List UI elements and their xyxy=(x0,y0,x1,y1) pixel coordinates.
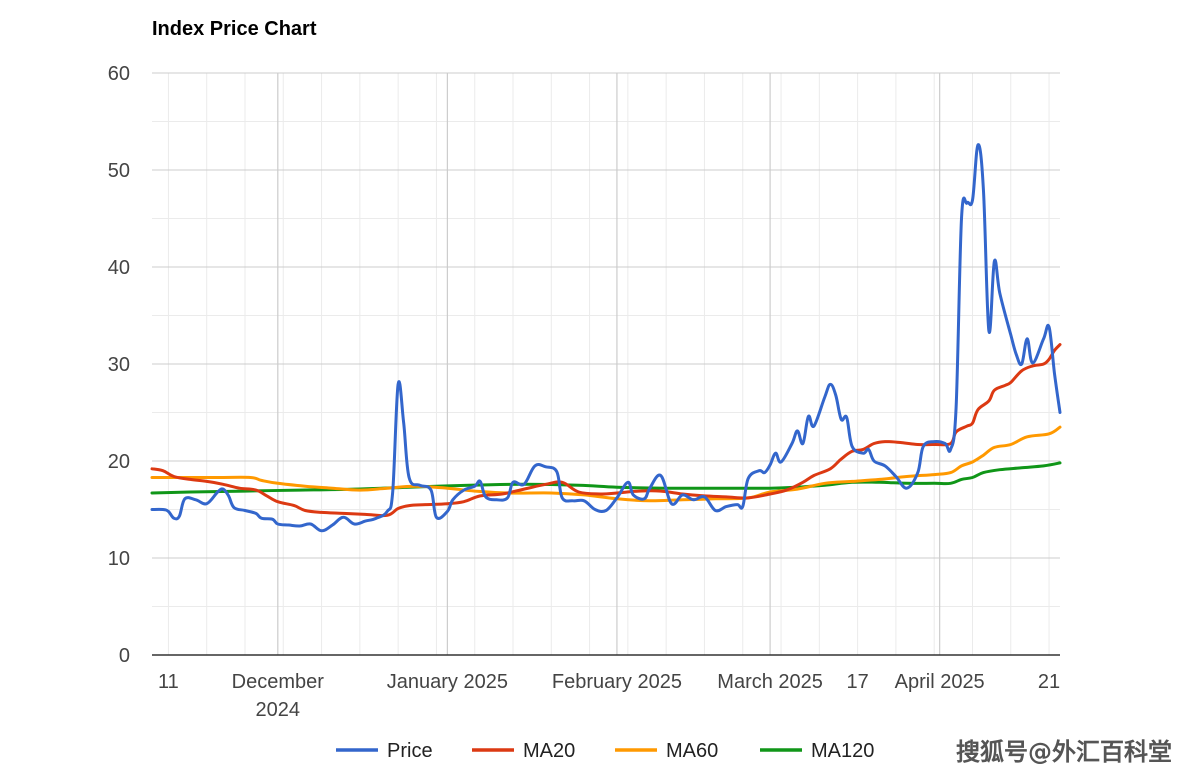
legend-item-ma120: MA120 xyxy=(760,740,874,762)
chart-title: Index Price Chart xyxy=(152,18,317,40)
x-tick-label: January 2025 xyxy=(387,671,508,693)
watermark-text: 搜狐号@外汇百科堂 xyxy=(956,738,1172,766)
legend-item-price: Price xyxy=(336,740,433,762)
series-line-ma120 xyxy=(150,461,1062,495)
legend-label: MA120 xyxy=(811,740,874,762)
legend-label: Price xyxy=(387,740,433,762)
x-tick-label: March 2025 xyxy=(717,671,823,693)
legend: Price MA20 MA60 MA120 xyxy=(336,740,874,762)
x-tick-label: 21 xyxy=(1038,671,1060,693)
y-tick-label: 40 xyxy=(108,257,130,279)
x-tick-label: February 2025 xyxy=(552,671,682,693)
y-tick-label: 0 xyxy=(119,645,130,667)
legend-label: MA20 xyxy=(523,740,575,762)
series-line-ma60 xyxy=(150,425,1062,503)
y-tick-label: 30 xyxy=(108,354,130,376)
y-tick-label: 60 xyxy=(108,63,130,85)
y-axis: 0 10 20 30 40 50 60 xyxy=(108,63,1060,667)
x-tick-label: December 2024 xyxy=(232,671,325,721)
legend-item-ma60: MA60 xyxy=(615,740,718,762)
legend-item-ma20: MA20 xyxy=(472,740,575,762)
x-tick-label: 11 xyxy=(158,671,179,693)
x-axis: 11 December 2024 January 2025 February 2025 M… xyxy=(158,671,1060,721)
y-tick-label: 50 xyxy=(108,160,130,182)
y-tick-label: 10 xyxy=(108,548,130,570)
x-tick-label: 17 xyxy=(846,671,868,693)
y-tick-label: 20 xyxy=(108,451,130,473)
series-lines xyxy=(150,143,1062,533)
series-line-price xyxy=(150,143,1062,533)
x-tick-label: April 2025 xyxy=(895,671,985,693)
legend-label: MA60 xyxy=(666,740,718,762)
